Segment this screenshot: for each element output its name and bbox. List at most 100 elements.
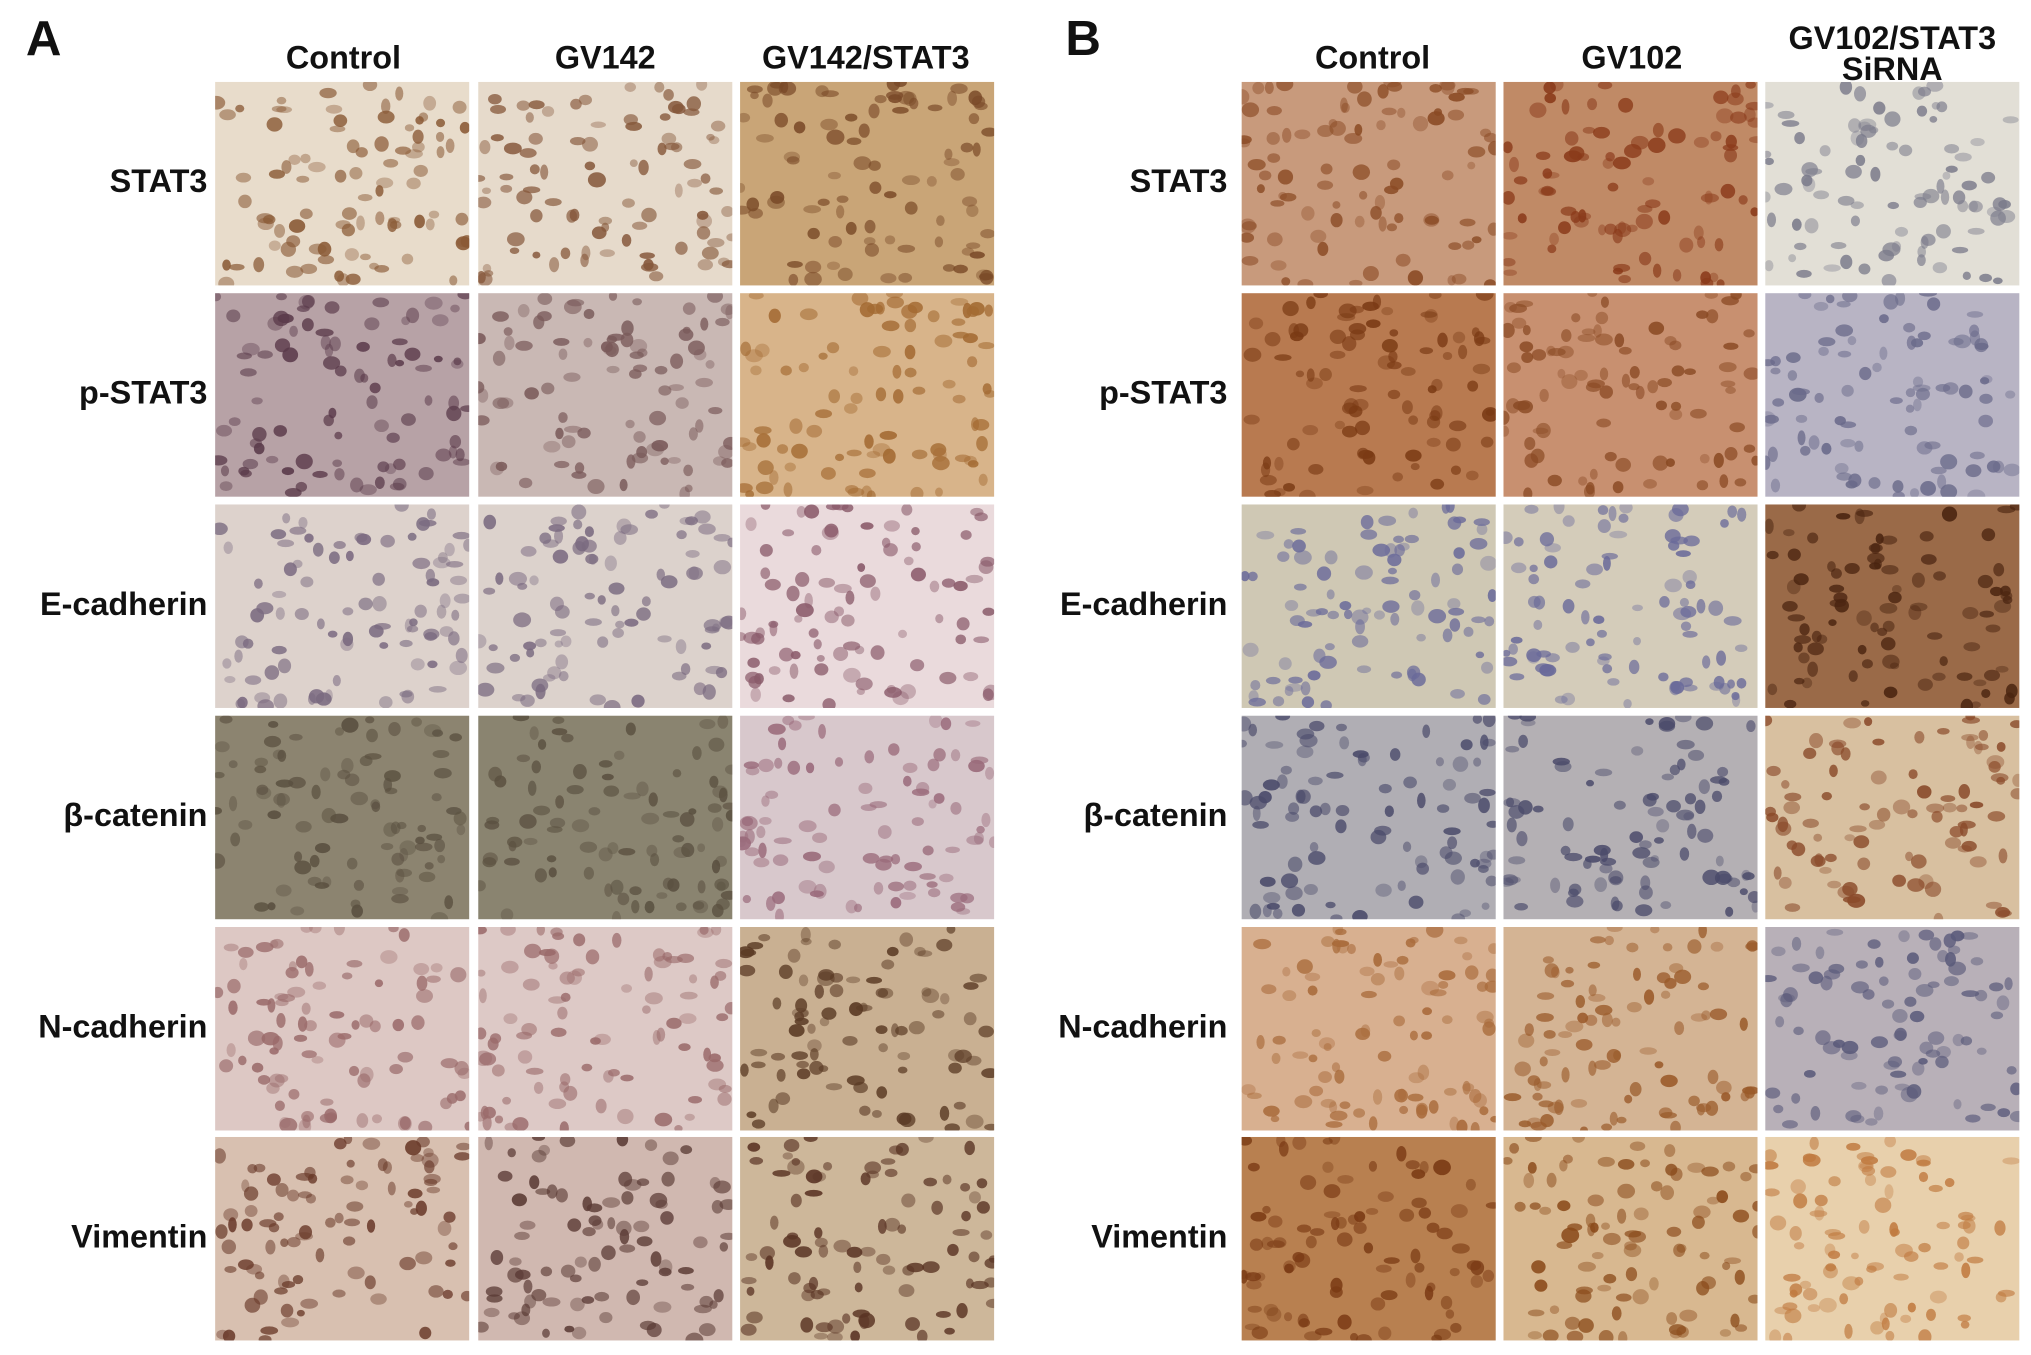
cell [705,665,724,675]
cell [1514,902,1529,911]
cell [950,902,966,912]
cell [1377,84,1389,99]
cell [238,194,252,209]
cell [371,801,381,813]
cell [1722,1261,1731,1271]
cell [244,675,262,685]
cell [1293,550,1312,565]
cell [746,1111,757,1119]
cell [1721,1092,1731,1102]
cell [608,582,625,595]
cell [1617,1208,1627,1224]
cell [791,443,808,459]
cell [1356,485,1374,496]
cell [940,993,950,1005]
cell [1781,780,1790,789]
cell [1880,535,1898,545]
cell [275,293,287,301]
cell [571,1326,587,1340]
cell [929,580,940,593]
cell [611,605,620,617]
cell [1988,761,2001,773]
cell [1304,972,1321,982]
cell [1889,397,1903,405]
cell [394,504,409,512]
cell [1481,661,1494,674]
cells [215,715,467,920]
cell [235,172,252,183]
cell [300,576,314,588]
cell [1694,799,1706,814]
cell [1529,564,1538,573]
cell [1357,91,1372,107]
cell [740,632,747,642]
cell [1408,415,1419,425]
cell [517,582,528,590]
cell [670,142,683,153]
cell [1479,734,1489,750]
cell [1505,876,1521,884]
cell [1318,1071,1332,1083]
cell [571,819,590,833]
cell [1544,92,1556,104]
cell [356,215,365,231]
cell [823,1161,833,1171]
cell [1953,1099,1962,1110]
cell [1308,851,1326,865]
cell [890,897,902,909]
cell [1309,842,1319,853]
cell [1869,126,1879,134]
cell [1326,589,1335,600]
cell [705,360,715,369]
cell [1245,1272,1262,1282]
cell [1389,329,1399,337]
cell [818,352,828,360]
cell [685,549,700,558]
cell [621,1191,634,1205]
cell [1895,1243,1913,1258]
cell [1426,1222,1440,1233]
cell [1505,745,1520,753]
cell [345,550,354,562]
cell [639,1320,657,1331]
cell [1443,827,1461,836]
cell [775,1092,791,1105]
cell [551,728,568,736]
cell [1827,880,1842,889]
cell [1285,886,1303,901]
cell [584,526,594,538]
cell [1264,81,1274,95]
cell [226,309,241,323]
cell [1268,1215,1283,1228]
cell [1408,1072,1425,1084]
cell [1437,332,1448,348]
cell [254,578,263,589]
cell [1719,1329,1732,1337]
cell [657,635,672,643]
cell [478,415,490,426]
cell [809,1048,819,1061]
cell [1944,143,1960,154]
cell [1647,806,1664,817]
cell [1690,408,1707,419]
cell [454,1152,470,1161]
cell [1450,688,1465,699]
cell [751,1119,766,1129]
cell [1562,599,1575,614]
cell [1405,1272,1416,1288]
cell [495,572,504,585]
cell [1241,1084,1256,1096]
cell [693,1304,712,1314]
cell [765,790,779,799]
cell [328,551,340,564]
cell [629,351,644,359]
cell [537,739,547,750]
cell [1598,224,1607,236]
cell [1593,615,1605,625]
micrograph [478,715,733,920]
cell [1558,1031,1573,1039]
cell [1587,293,1598,297]
cell [433,355,443,363]
cell [1319,655,1337,669]
cell [905,1317,920,1331]
